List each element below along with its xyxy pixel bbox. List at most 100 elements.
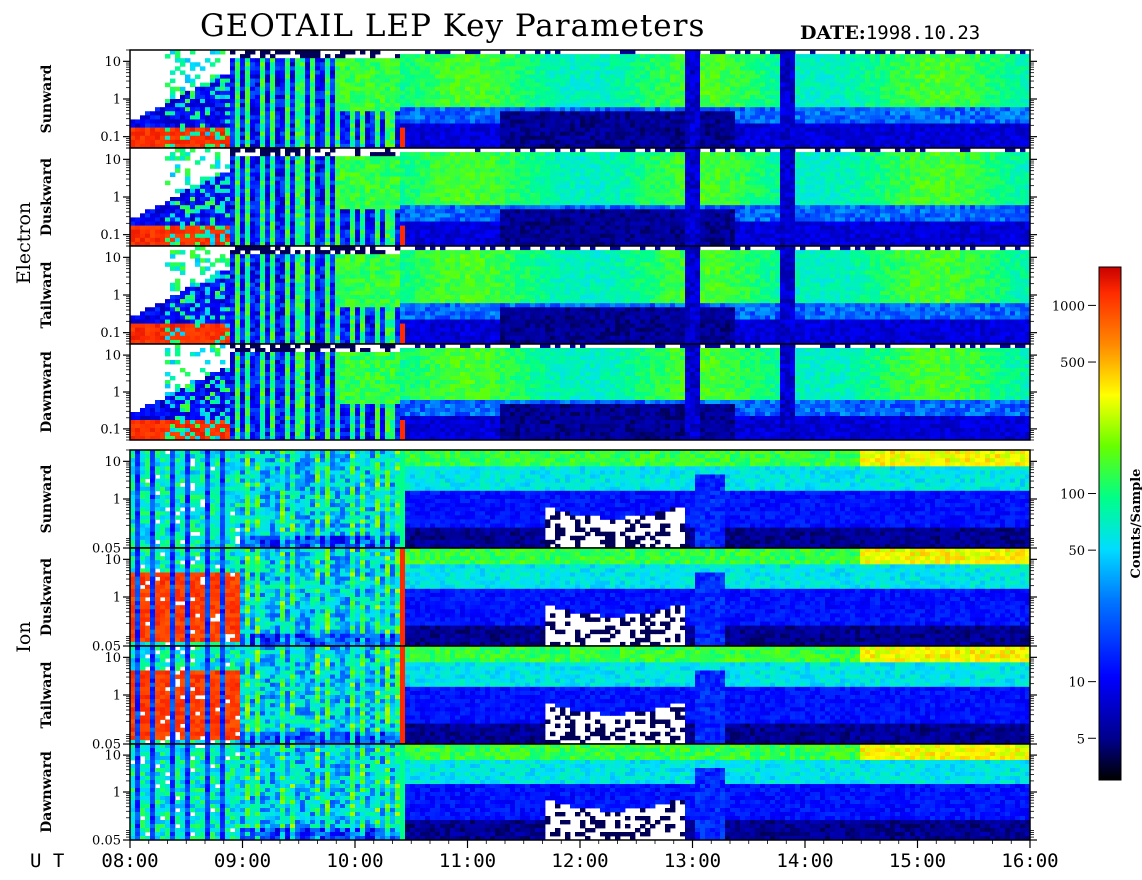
heatmap-cell xyxy=(920,99,925,103)
heatmap-cell xyxy=(255,238,260,242)
heatmap-cell xyxy=(855,79,860,83)
heatmap-cell xyxy=(620,70,625,74)
heatmap-cell xyxy=(635,54,640,58)
heatmap-cell xyxy=(870,115,875,119)
heatmap-cell xyxy=(610,79,615,83)
heatmap-cell xyxy=(280,185,285,189)
heatmap-cell xyxy=(600,91,605,95)
heatmap-cell xyxy=(135,124,140,128)
heatmap-cell xyxy=(740,115,745,119)
heatmap-cell xyxy=(700,62,705,66)
heatmap-cell xyxy=(325,201,330,205)
heatmap-cell xyxy=(500,128,505,132)
heatmap-cell xyxy=(565,54,570,58)
heatmap-cell xyxy=(860,95,865,99)
heatmap-cell xyxy=(845,103,850,107)
heatmap-cell xyxy=(910,99,915,103)
heatmap-cell xyxy=(695,119,700,123)
heatmap-cell xyxy=(580,124,585,128)
heatmap-cell xyxy=(425,62,430,66)
heatmap-cell xyxy=(910,62,915,66)
heatmap-cell xyxy=(320,66,325,70)
heatmap-cell xyxy=(680,54,685,58)
heatmap-cell xyxy=(320,168,325,172)
heatmap-cell xyxy=(300,173,305,177)
heatmap-cell xyxy=(940,87,945,91)
heatmap-cell xyxy=(355,119,360,123)
heatmap-cell xyxy=(740,128,745,132)
heatmap-cell xyxy=(580,103,585,107)
heatmap-cell xyxy=(835,136,840,140)
heatmap-cell xyxy=(320,222,325,226)
heatmap-cell xyxy=(300,91,305,95)
heatmap-cell xyxy=(195,189,200,193)
heatmap-cell xyxy=(995,95,1000,99)
heatmap-cell xyxy=(310,75,315,79)
heatmap-cell xyxy=(695,107,700,111)
heatmap-cell xyxy=(475,132,480,136)
heatmap-cell xyxy=(670,79,675,83)
heatmap-cell xyxy=(355,70,360,74)
heatmap-cell xyxy=(635,87,640,91)
heatmap-cell xyxy=(665,79,670,83)
heatmap-cell xyxy=(475,103,480,107)
heatmap-cell xyxy=(550,119,555,123)
heatmap-cell xyxy=(815,132,820,136)
heatmap-cell xyxy=(285,226,290,230)
heatmap-cell xyxy=(525,87,530,91)
heatmap-cell xyxy=(420,54,425,58)
heatmap-cell xyxy=(710,124,715,128)
heatmap-cell xyxy=(655,132,660,136)
heatmap-cell xyxy=(475,107,480,111)
heatmap-cell xyxy=(270,79,275,83)
heatmap-cell xyxy=(350,213,355,217)
heatmap-cell xyxy=(245,119,250,123)
heatmap-cell xyxy=(255,103,260,107)
heatmap-cell xyxy=(910,128,915,132)
heatmap-cell xyxy=(980,107,985,111)
heatmap-cell xyxy=(870,136,875,140)
heatmap-cell xyxy=(785,132,790,136)
heatmap-cell xyxy=(500,136,505,140)
heatmap-cell xyxy=(685,124,690,128)
heatmap-cell xyxy=(925,62,930,66)
heatmap-cell xyxy=(930,128,935,132)
heatmap-cell xyxy=(240,128,245,132)
heatmap-cell xyxy=(280,209,285,213)
heatmap-cell xyxy=(885,95,890,99)
heatmap-cell xyxy=(540,83,545,87)
heatmap-cell xyxy=(165,205,170,209)
heatmap-cell xyxy=(500,62,505,66)
heatmap-cell xyxy=(455,128,460,132)
heatmap-cell xyxy=(400,62,405,66)
heatmap-cell xyxy=(590,103,595,107)
heatmap-cell xyxy=(305,209,310,213)
heatmap-cell xyxy=(425,95,430,99)
heatmap-cell xyxy=(985,111,990,115)
heatmap-cell xyxy=(825,58,830,62)
heatmap-cell xyxy=(835,66,840,70)
heatmap-cell xyxy=(760,83,765,87)
heatmap-cell xyxy=(795,111,800,115)
heatmap-cell xyxy=(640,95,645,99)
heatmap-cell xyxy=(840,103,845,107)
heatmap-cell xyxy=(410,58,415,62)
heatmap-cell xyxy=(985,75,990,79)
heatmap-cell xyxy=(390,115,395,119)
heatmap-cell xyxy=(485,54,490,58)
heatmap-cell xyxy=(625,136,630,140)
heatmap-cell xyxy=(965,91,970,95)
heatmap-cell xyxy=(840,79,845,83)
heatmap-cell xyxy=(920,124,925,128)
heatmap-cell xyxy=(290,177,295,181)
heatmap-cell xyxy=(345,226,350,230)
heatmap-cell xyxy=(690,107,695,111)
heatmap-cell xyxy=(295,103,300,107)
heatmap-cell xyxy=(395,136,400,140)
heatmap-cell xyxy=(895,132,900,136)
heatmap-cell xyxy=(335,160,340,164)
heatmap-cell xyxy=(570,119,575,123)
heatmap-cell xyxy=(825,119,830,123)
heatmap-cell xyxy=(255,128,260,132)
heatmap-cell xyxy=(710,91,715,95)
